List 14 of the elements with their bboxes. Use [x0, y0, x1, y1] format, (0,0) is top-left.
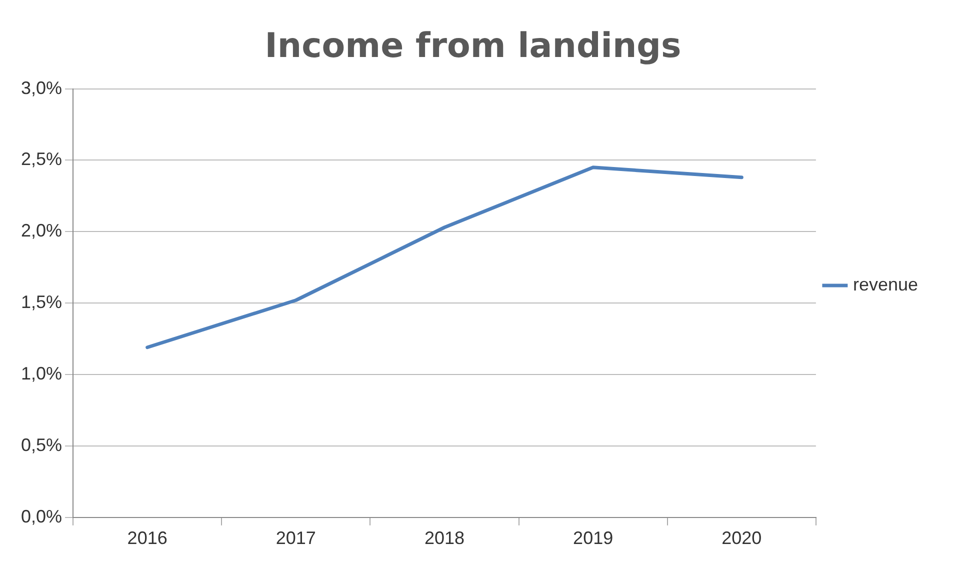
x-tick-label: 2018: [424, 528, 465, 548]
x-tick-label: 2019: [573, 528, 614, 548]
y-tick-label: 1,0%: [20, 364, 62, 384]
x-tick-label: 2016: [127, 528, 168, 548]
chart-title: Income from landings: [264, 26, 682, 66]
y-tick-label: 2,0%: [20, 220, 62, 241]
x-tick-label: 2020: [722, 528, 762, 548]
y-tick-label: 3,0%: [20, 78, 62, 98]
y-tick-label: 1,5%: [20, 292, 62, 312]
legend-label: revenue: [852, 274, 918, 294]
y-tick-label: 0,5%: [20, 434, 62, 455]
y-tick-label: 2,5%: [20, 149, 62, 170]
y-tick-label: 0,0%: [20, 506, 62, 526]
x-tick-label: 2017: [276, 528, 316, 548]
